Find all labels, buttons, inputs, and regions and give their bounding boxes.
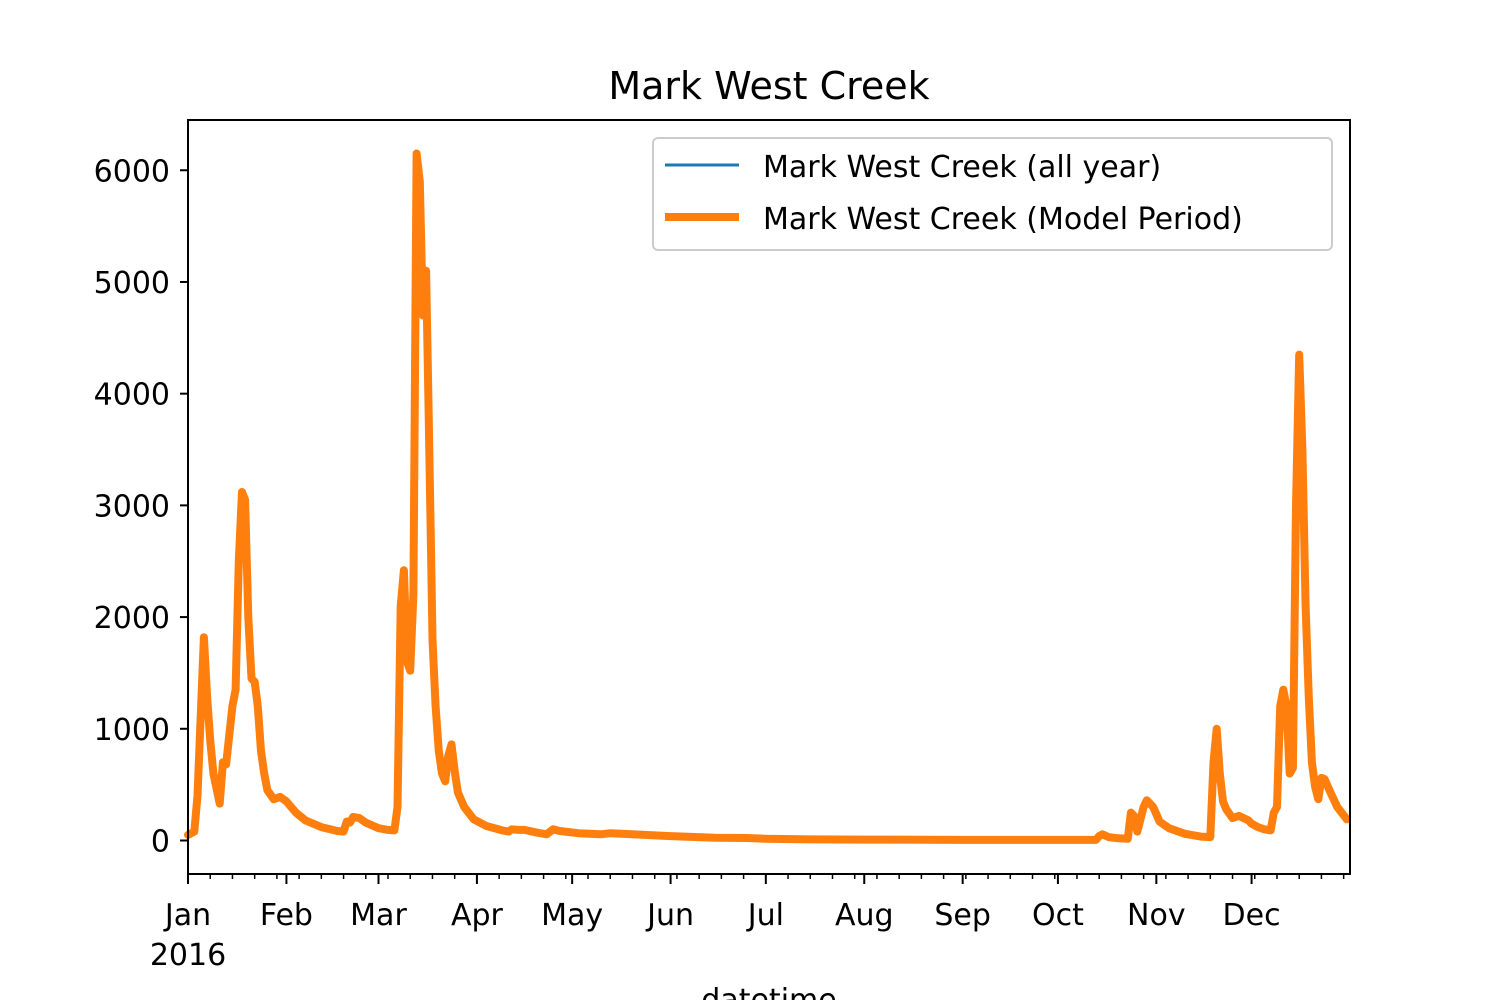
legend-box xyxy=(652,137,1333,251)
x-tick-label: Mar xyxy=(350,898,407,933)
y-tick-label: 1000 xyxy=(94,713,170,748)
legend: Mark West Creek (all year) Mark West Cre… xyxy=(652,137,1333,251)
y-axis: 0 1000 2000 3000 4000 5000 6000 xyxy=(94,154,188,859)
x-tick-label: Jun xyxy=(645,898,694,933)
x-tick-label: Oct xyxy=(1032,898,1084,933)
x-tick-label: Apr xyxy=(451,898,504,933)
x-tick-label: Feb xyxy=(260,898,313,933)
x-tick-label: Jul xyxy=(746,898,784,933)
y-tick-label: 3000 xyxy=(94,489,170,524)
chart-title: Mark West Creek xyxy=(608,64,929,108)
x-tick-label: Nov xyxy=(1127,898,1186,933)
plot-frame xyxy=(187,119,1351,875)
legend-label-model-period: Mark West Creek (Model Period) xyxy=(763,202,1243,237)
y-tick-label: 6000 xyxy=(94,154,170,189)
series-line-all-year xyxy=(187,152,1348,842)
legend-label-all-year: Mark West Creek (all year) xyxy=(763,150,1161,185)
y-tick-label: 2000 xyxy=(94,601,170,636)
x-tick-label: Aug xyxy=(835,898,894,933)
series-line-model-period xyxy=(184,149,1351,844)
plot-series xyxy=(184,149,1351,844)
x-tick-label: Sep xyxy=(934,898,991,933)
y-tick-label: 5000 xyxy=(94,266,170,301)
x-tick-year-label: 2016 xyxy=(150,938,226,973)
y-tick-label: 4000 xyxy=(94,378,170,413)
x-tick-label: Dec xyxy=(1223,898,1281,933)
x-tick-label: Jan xyxy=(163,898,211,933)
y-tick-label: 0 xyxy=(151,824,170,859)
x-tick-label: May xyxy=(541,898,603,933)
x-axis-label: datetime xyxy=(701,983,836,1000)
x-axis: Jan 2016 Feb Mar Apr May Jun Jul Aug Sep Oct Nov Dec xyxy=(150,874,1345,973)
